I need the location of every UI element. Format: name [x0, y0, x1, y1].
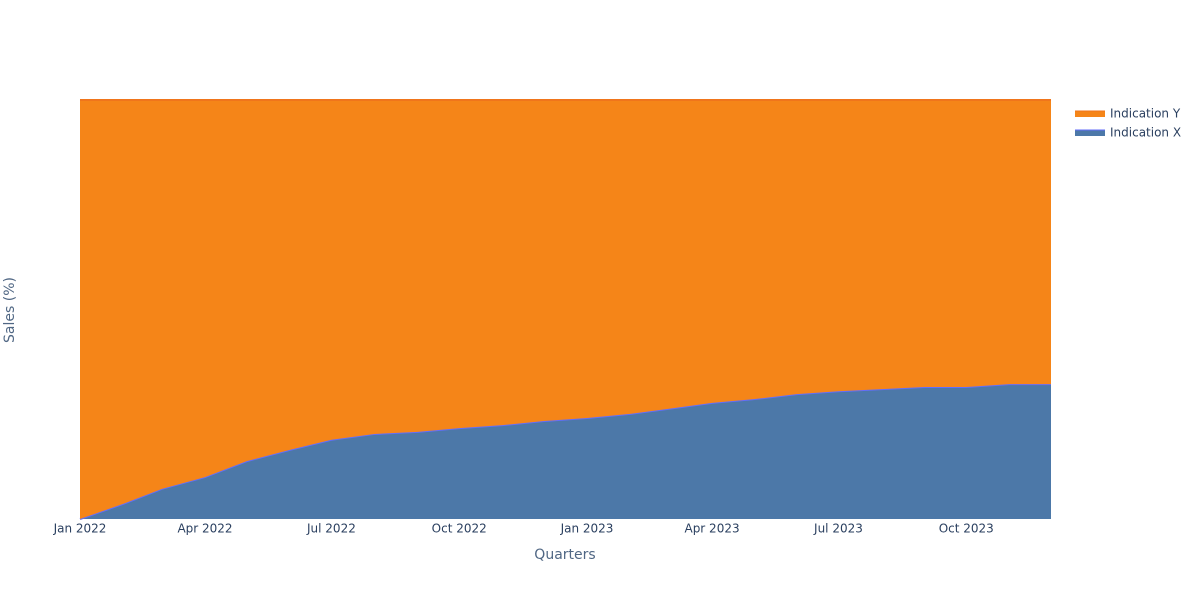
x-tick-label: Oct 2022 — [432, 522, 487, 536]
y-axis-title: Sales (%) — [2, 277, 18, 343]
x-tick-label: Oct 2023 — [939, 522, 994, 536]
x-tick-label: Jul 2022 — [306, 522, 356, 536]
x-tick-label: Apr 2022 — [177, 522, 232, 536]
x-tick-label: Jan 2023 — [560, 522, 614, 536]
legend-label: Indication X — [1110, 126, 1181, 140]
area — [80, 100, 1051, 519]
x-axis-title: Quarters — [534, 547, 595, 563]
x-tick-label: Jan 2022 — [53, 522, 107, 536]
x-tick-label: Jul 2023 — [813, 522, 863, 536]
area — [80, 384, 1051, 519]
x-tick-label: Apr 2023 — [684, 522, 739, 536]
plot-area — [79, 99, 1051, 520]
legend-label: Indication Y — [1110, 107, 1181, 121]
